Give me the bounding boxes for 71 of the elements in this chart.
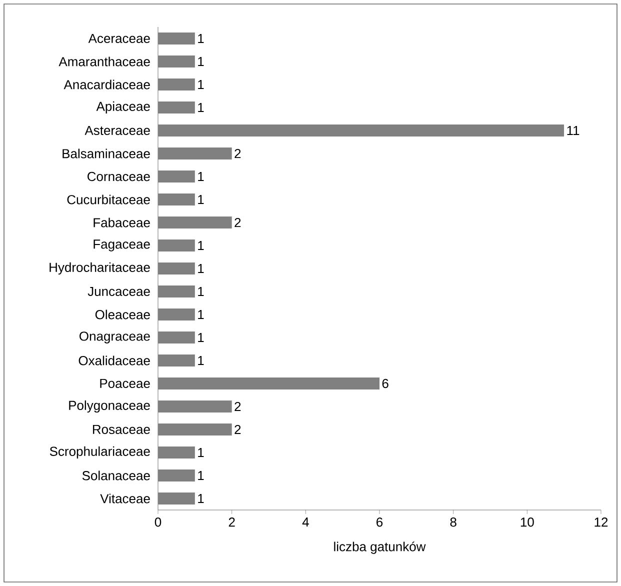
y-tick-label: Vitaceae [100, 494, 150, 504]
x-tick-label: 10 [520, 518, 534, 527]
data-label: 1 [198, 471, 204, 480]
bar [158, 354, 195, 366]
y-tick-label: Cucurbitaceae [67, 194, 150, 204]
x-tick-label: 2 [228, 518, 235, 527]
y-tick-label: Solanaceae [82, 470, 150, 480]
bar [158, 32, 195, 44]
data-label: 11 [567, 126, 580, 135]
data-label: 2 [234, 424, 241, 434]
bar [158, 446, 195, 458]
bar [158, 102, 195, 114]
y-tick-label: Hydrocharitaceae [50, 262, 150, 275]
bar [158, 469, 195, 482]
data-label: 1 [198, 310, 204, 319]
y-tick-label: Scrophulariaceae [50, 446, 150, 459]
bar [158, 170, 195, 182]
data-label: 1 [198, 494, 204, 503]
y-tick-label: Oxalidaceae [78, 356, 150, 366]
bar [158, 56, 195, 68]
bar [158, 400, 232, 412]
x-tick-label: 8 [450, 518, 456, 527]
y-tick-label: Cornaceae [88, 172, 150, 182]
data-label: 2 [234, 402, 241, 412]
bar [158, 331, 195, 344]
data-label: 1 [198, 333, 204, 342]
y-tick-label: Fabaceae [94, 218, 150, 228]
data-label: 1 [198, 448, 204, 457]
data-label: 2 [234, 148, 241, 158]
data-label: 1 [198, 34, 204, 43]
bar [158, 377, 380, 390]
data-label: 1 [198, 264, 204, 273]
y-tick-label: Asteraceae [84, 126, 150, 136]
data-label: 1 [198, 103, 204, 112]
data-label: 1 [198, 356, 204, 365]
y-tick-label: Anacardiaceae [64, 80, 150, 90]
x-tick-label: 4 [302, 518, 309, 526]
y-tick-label: Amaranthaceae [58, 56, 150, 66]
x-tick-label: 0 [154, 518, 162, 527]
data-label: 1 [198, 241, 204, 250]
data-label: 2 [234, 218, 241, 228]
y-tick-label: Onagraceae [80, 332, 150, 344]
y-tick-label: Rosaceae [93, 424, 150, 434]
bar [158, 262, 195, 274]
bar [158, 124, 564, 136]
x-tick-label: 12 [594, 518, 608, 527]
data-label: 1 [198, 57, 204, 66]
y-tick-label: Polygonaceae [69, 400, 150, 413]
y-tick-label: Juncaceae [88, 286, 150, 296]
y-tick-label: Apiaceae [96, 101, 150, 114]
bar [158, 194, 195, 206]
bar [158, 216, 232, 228]
data-label: 6 [382, 378, 388, 388]
bar [158, 78, 195, 90]
y-tick-label: Fagaceae [94, 240, 150, 252]
bar [158, 148, 232, 160]
data-label: 1 [198, 287, 204, 296]
x-axis-title: liczba gatunków [334, 542, 426, 554]
y-tick-label: Aceraceae [88, 34, 150, 44]
bar [158, 423, 232, 436]
y-tick-label: Oleaceae [95, 310, 150, 320]
bar [158, 285, 195, 298]
bar [158, 492, 195, 504]
data-label: 1 [198, 80, 204, 89]
bar [158, 240, 195, 252]
data-label: 1 [198, 172, 204, 181]
x-tick-label: 6 [376, 518, 383, 527]
y-tick-label: Poaceae [100, 378, 150, 388]
y-tick-label: Balsaminaceae [62, 148, 150, 158]
bar [158, 308, 195, 320]
data-label: 1 [198, 195, 204, 204]
